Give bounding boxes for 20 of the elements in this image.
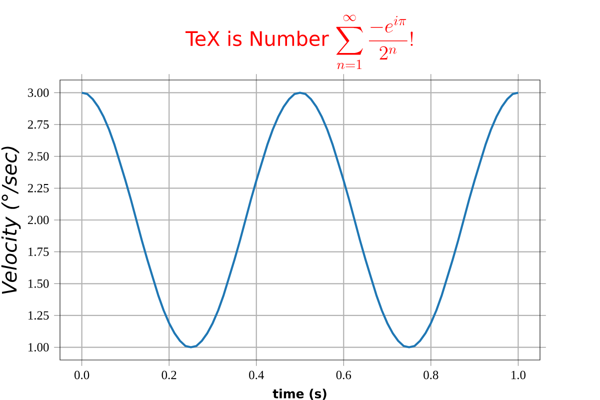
x-tick-label: 0.8 bbox=[424, 370, 438, 380]
y-tick-label: 2.00 bbox=[28, 216, 49, 224]
x-tick-label: 1.0 bbox=[511, 370, 526, 380]
chart-title: TeX is Number bbox=[186, 30, 329, 46]
y-tick-label: 3.00 bbox=[28, 88, 49, 97]
y-tick-label: 1.00 bbox=[28, 343, 49, 352]
y-tick-label: 2.25 bbox=[28, 184, 49, 192]
text: $\sum_{n=1}^{\infty}\frac{-e^{i\pi}}{2^n}!$ bbox=[336, 14, 413, 70]
y-tick-label: 2.75 bbox=[28, 120, 49, 129]
y-tick-label: 1.50 bbox=[28, 279, 49, 288]
x-tick-label: 0.6 bbox=[336, 370, 352, 380]
x-tick-label: 0.0 bbox=[74, 370, 90, 380]
x-tick-label: 0.4 bbox=[249, 370, 264, 380]
y-axis-title: Velocity (°/sec) bbox=[1, 146, 21, 294]
line-series bbox=[80, 92, 520, 348]
y-tick-label: 1.75 bbox=[28, 248, 49, 256]
y-tick-label: 1.25 bbox=[28, 311, 49, 320]
x-tick-label: 0.2 bbox=[162, 370, 176, 380]
y-tick-label: 2.50 bbox=[28, 152, 49, 161]
x-axis-title: time (s) bbox=[272, 388, 326, 400]
